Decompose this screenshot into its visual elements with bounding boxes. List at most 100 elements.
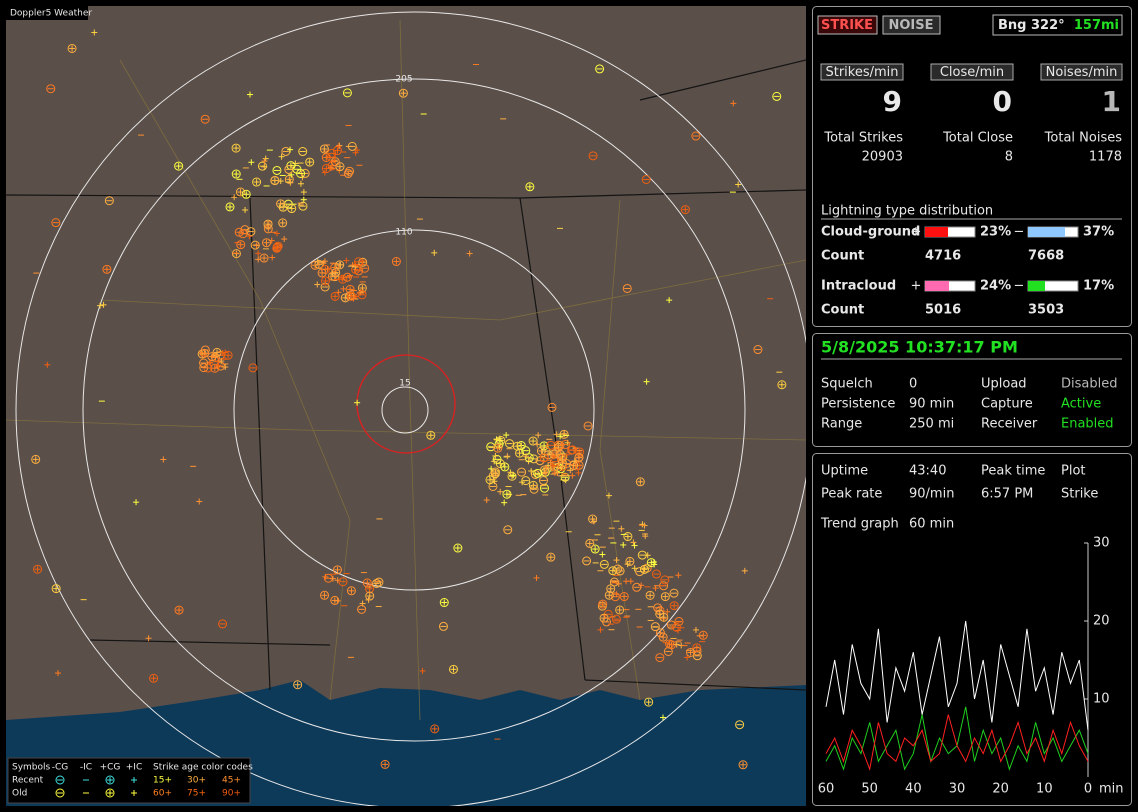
strike-ring xyxy=(653,603,663,613)
strike-ring xyxy=(669,588,679,598)
strike-ring xyxy=(521,476,531,486)
map-title: Doppler5 Weather xyxy=(10,9,92,19)
strike-ring xyxy=(335,162,345,172)
strike-ring xyxy=(583,421,593,431)
strike-ring xyxy=(218,619,228,629)
strike-ring xyxy=(493,443,503,453)
strike-ring xyxy=(231,249,241,259)
bearing: Bng 322° xyxy=(998,18,1065,33)
strike-ring xyxy=(320,276,330,286)
strike-ring xyxy=(533,468,543,478)
strike-ring xyxy=(665,639,675,649)
strike-ring xyxy=(503,525,513,535)
strike-button[interactable] xyxy=(817,15,878,35)
y-tick-label: 30 xyxy=(1093,536,1110,551)
strike-ring xyxy=(426,430,436,440)
rate-label-box xyxy=(930,63,1014,81)
strike-ring xyxy=(777,380,787,390)
x-tick-label: 10 xyxy=(1036,782,1053,797)
rate-value: 0 xyxy=(993,85,1012,118)
count: 3503 xyxy=(1028,303,1064,318)
strike-ring xyxy=(666,620,676,630)
strike-ring xyxy=(346,291,356,301)
pct-label: 24% xyxy=(980,279,1011,294)
strike-ring xyxy=(674,616,684,626)
strike-ring xyxy=(278,218,288,228)
distance: 157mi xyxy=(1074,18,1119,33)
land xyxy=(6,6,806,806)
strike-ring xyxy=(317,268,327,278)
strike-ring xyxy=(500,462,510,472)
count: 5016 xyxy=(925,303,961,318)
strike-ring xyxy=(259,253,269,263)
strike-button-label: STRIKE xyxy=(821,18,873,33)
count: 7668 xyxy=(1028,249,1064,264)
strike-ring xyxy=(449,664,459,674)
strikes xyxy=(31,29,787,771)
strike-ring xyxy=(692,646,702,656)
strike-ring xyxy=(248,363,258,373)
legend-age: 15+ xyxy=(153,776,172,786)
legend-header: Symbols xyxy=(12,763,51,773)
strike-ring xyxy=(632,582,642,592)
strike-ring xyxy=(599,559,609,569)
strike-ring xyxy=(582,556,592,566)
strike-ring xyxy=(549,462,559,472)
x-tick-label: 20 xyxy=(992,782,1009,797)
legend-age: 90+ xyxy=(222,789,241,799)
strike-ring xyxy=(590,544,600,554)
strike-ring xyxy=(104,196,114,206)
strike-ring xyxy=(345,166,355,176)
strike-ring xyxy=(772,91,782,101)
rate-label-box xyxy=(1040,63,1123,81)
pct-label: 37% xyxy=(1083,225,1114,240)
ring-label: 15 xyxy=(399,379,410,389)
strike-ring xyxy=(365,591,375,601)
panel xyxy=(812,6,1132,327)
strike-ring xyxy=(298,147,308,157)
strike-ring xyxy=(342,88,352,98)
rate-label: Noises/min xyxy=(1046,65,1118,80)
strike-ring xyxy=(287,204,297,214)
strike-ring xyxy=(320,590,330,600)
strike-ring xyxy=(610,592,620,602)
strike-ring xyxy=(438,621,448,631)
strike-ring xyxy=(374,577,384,587)
strike-ring xyxy=(552,447,562,457)
strike-ring xyxy=(310,260,320,270)
trend-graph: 10 20 30 60 50 40 30 20 10 0 min xyxy=(818,536,1124,797)
strike-ring xyxy=(539,441,549,451)
strike-ring xyxy=(296,168,306,178)
strike-ring xyxy=(284,164,294,174)
type-label: Cloud-ground xyxy=(821,225,920,240)
strike-ring xyxy=(611,614,621,624)
strike-ring xyxy=(200,114,210,124)
strike-ring xyxy=(651,569,661,579)
count: 4716 xyxy=(925,249,961,264)
rate-label: Close/min xyxy=(940,65,1004,80)
ring-label: 205 xyxy=(395,75,412,85)
sign: + xyxy=(911,279,922,294)
strike-ring xyxy=(672,622,682,632)
strike-ring xyxy=(680,205,690,215)
strike-ring xyxy=(225,202,235,212)
map: 205 110 15 Doppler5 Weather Symbols -CG … xyxy=(6,6,806,806)
noise-button[interactable] xyxy=(882,15,941,35)
setting-label: Squelch xyxy=(821,377,873,392)
strike-ring xyxy=(357,290,367,300)
strike-ring xyxy=(595,64,605,74)
strike-ring xyxy=(200,345,210,355)
rate-value: 9 xyxy=(883,85,902,118)
strike-ring xyxy=(635,567,645,577)
strike-ring xyxy=(615,605,625,615)
stat-value: Plot xyxy=(1061,464,1086,479)
stat-label: Peak rate xyxy=(821,487,882,502)
setting-label: Capture xyxy=(981,397,1033,412)
strike-ring xyxy=(692,643,702,653)
count-label: Count xyxy=(821,249,864,264)
legend-row: Old xyxy=(12,789,27,799)
strike-ring xyxy=(738,760,748,770)
count-label: Count xyxy=(821,303,864,318)
section-title: Lightning type distribution xyxy=(821,204,993,219)
total-value: 20903 xyxy=(862,150,903,165)
